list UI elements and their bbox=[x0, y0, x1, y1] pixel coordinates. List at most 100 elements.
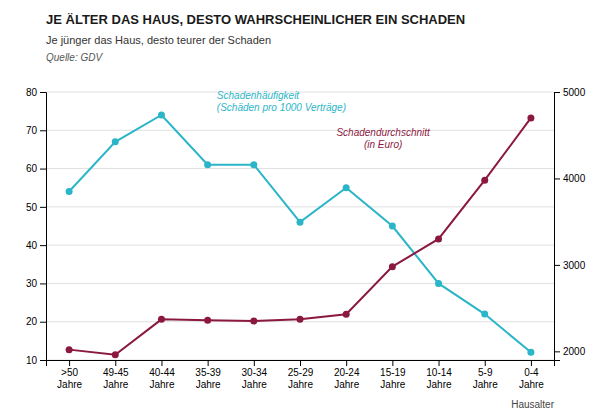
point bbox=[481, 177, 488, 184]
tick-label: 20-24Jahre bbox=[334, 367, 360, 390]
tick: 0-4Jahre bbox=[519, 360, 544, 390]
tick: 15-19Jahre bbox=[380, 360, 406, 390]
tick-mark bbox=[439, 360, 440, 366]
point bbox=[158, 111, 165, 118]
axis-line bbox=[40, 93, 47, 361]
point bbox=[527, 349, 534, 356]
point bbox=[343, 184, 350, 191]
point bbox=[66, 346, 73, 353]
tick: 10 bbox=[26, 355, 46, 366]
tick-label: 5000 bbox=[563, 87, 586, 98]
x-axis: >50Jahre 49-45Jahre 40-44Jahre 35-39Jahre 30… bbox=[47, 360, 555, 390]
point bbox=[297, 316, 304, 323]
plot: 10 20 30 40 50 60 70 80 2000 3000 4000 5000 >50Jahre… bbox=[26, 87, 586, 390]
tick: 20-24Jahre bbox=[334, 360, 360, 390]
tick: 10-14Jahre bbox=[426, 360, 452, 390]
tick: 60 bbox=[26, 163, 46, 174]
tick-mark bbox=[554, 265, 560, 266]
tick-mark bbox=[346, 360, 347, 366]
tick-label: 5-9Jahre bbox=[473, 367, 498, 390]
tick-label: 15-19Jahre bbox=[380, 367, 406, 390]
tick-label: 40 bbox=[26, 240, 38, 251]
point bbox=[112, 138, 119, 145]
tick-label: 40-44Jahre bbox=[149, 367, 175, 390]
point bbox=[204, 317, 211, 324]
series-line bbox=[69, 118, 531, 355]
tick: 35-39Jahre bbox=[195, 360, 221, 390]
tick: 5000 bbox=[554, 87, 586, 98]
axis-line bbox=[47, 361, 555, 367]
tick-label: 35-39Jahre bbox=[195, 367, 221, 390]
point bbox=[389, 223, 396, 230]
title: JE ÄLTER DAS HAUS, DESTO WAHRSCHEINLICHE… bbox=[46, 12, 465, 27]
tick-mark bbox=[40, 207, 46, 208]
tick: 2000 bbox=[554, 346, 586, 357]
grid-line bbox=[46, 92, 554, 93]
grid-line bbox=[46, 206, 554, 207]
tick-mark bbox=[40, 245, 46, 246]
point bbox=[112, 351, 119, 358]
tick-label: 80 bbox=[26, 87, 38, 98]
tick-label: 49-45Jahre bbox=[103, 367, 129, 390]
point bbox=[297, 219, 304, 226]
tick-mark bbox=[554, 178, 560, 179]
series-line bbox=[69, 115, 531, 352]
grid-line bbox=[46, 168, 554, 169]
subtitle: Je jünger das Haus, desto teurer der Sch… bbox=[46, 34, 271, 46]
point bbox=[250, 318, 257, 325]
axis-line bbox=[555, 93, 561, 361]
tick-label: 25-29Jahre bbox=[288, 367, 314, 390]
tick-mark bbox=[161, 360, 162, 366]
tick-label: 30 bbox=[26, 278, 38, 289]
series-label: Schadendurchschnitt(in Euro) bbox=[336, 127, 431, 150]
tick-label: 30-34Jahre bbox=[242, 367, 268, 390]
point bbox=[204, 161, 211, 168]
tick-mark bbox=[40, 283, 46, 284]
tick-label: 4000 bbox=[563, 173, 586, 184]
tick-label: 50 bbox=[26, 202, 38, 213]
tick: 49-45Jahre bbox=[103, 360, 129, 390]
tick-label: 20 bbox=[26, 316, 38, 327]
tick-mark bbox=[115, 360, 116, 366]
chart: JE ÄLTER DAS HAUS, DESTO WAHRSCHEINLICHE… bbox=[0, 0, 606, 416]
tick-label: 3000 bbox=[563, 260, 586, 271]
y2-axis: 2000 3000 4000 5000 bbox=[554, 87, 586, 361]
source: Quelle: GDV bbox=[46, 52, 103, 63]
tick: 40 bbox=[26, 240, 46, 251]
tick-mark bbox=[40, 92, 46, 93]
tick-mark bbox=[554, 92, 560, 93]
tick-label: 2000 bbox=[563, 346, 586, 357]
tick: 25-29Jahre bbox=[288, 360, 314, 390]
point bbox=[158, 316, 165, 323]
tick-label: 70 bbox=[26, 125, 38, 136]
grid-line bbox=[46, 283, 554, 284]
tick-label: >50Jahre bbox=[57, 367, 82, 390]
point bbox=[435, 280, 442, 287]
tick-mark bbox=[40, 360, 46, 361]
series-label: Schadenhäufigkeit(Schäden pro 1000 Vertr… bbox=[217, 90, 346, 113]
point bbox=[481, 311, 488, 318]
tick-mark bbox=[40, 322, 46, 323]
tick-mark bbox=[531, 360, 532, 366]
tick: >50Jahre bbox=[57, 360, 82, 390]
tick-label: 60 bbox=[26, 163, 38, 174]
tick: 50 bbox=[26, 202, 46, 213]
tick: 3000 bbox=[554, 260, 586, 271]
tick-mark bbox=[208, 360, 209, 366]
grid-line bbox=[46, 130, 554, 131]
tick: 5-9Jahre bbox=[473, 360, 498, 390]
point bbox=[435, 235, 442, 242]
tick-mark bbox=[69, 360, 70, 366]
tick: 30-34Jahre bbox=[242, 360, 268, 390]
tick-mark bbox=[554, 351, 560, 352]
tick: 80 bbox=[26, 87, 46, 98]
point bbox=[66, 188, 73, 195]
y-axis: 10 20 30 40 50 60 70 80 bbox=[26, 87, 47, 366]
tick-label: 10 bbox=[26, 355, 38, 366]
tick: 4000 bbox=[554, 173, 586, 184]
tick-label: 0-4Jahre bbox=[519, 367, 544, 390]
tick: 70 bbox=[26, 125, 46, 136]
tick-mark bbox=[254, 360, 255, 366]
tick: 30 bbox=[26, 278, 46, 289]
point bbox=[527, 114, 534, 121]
